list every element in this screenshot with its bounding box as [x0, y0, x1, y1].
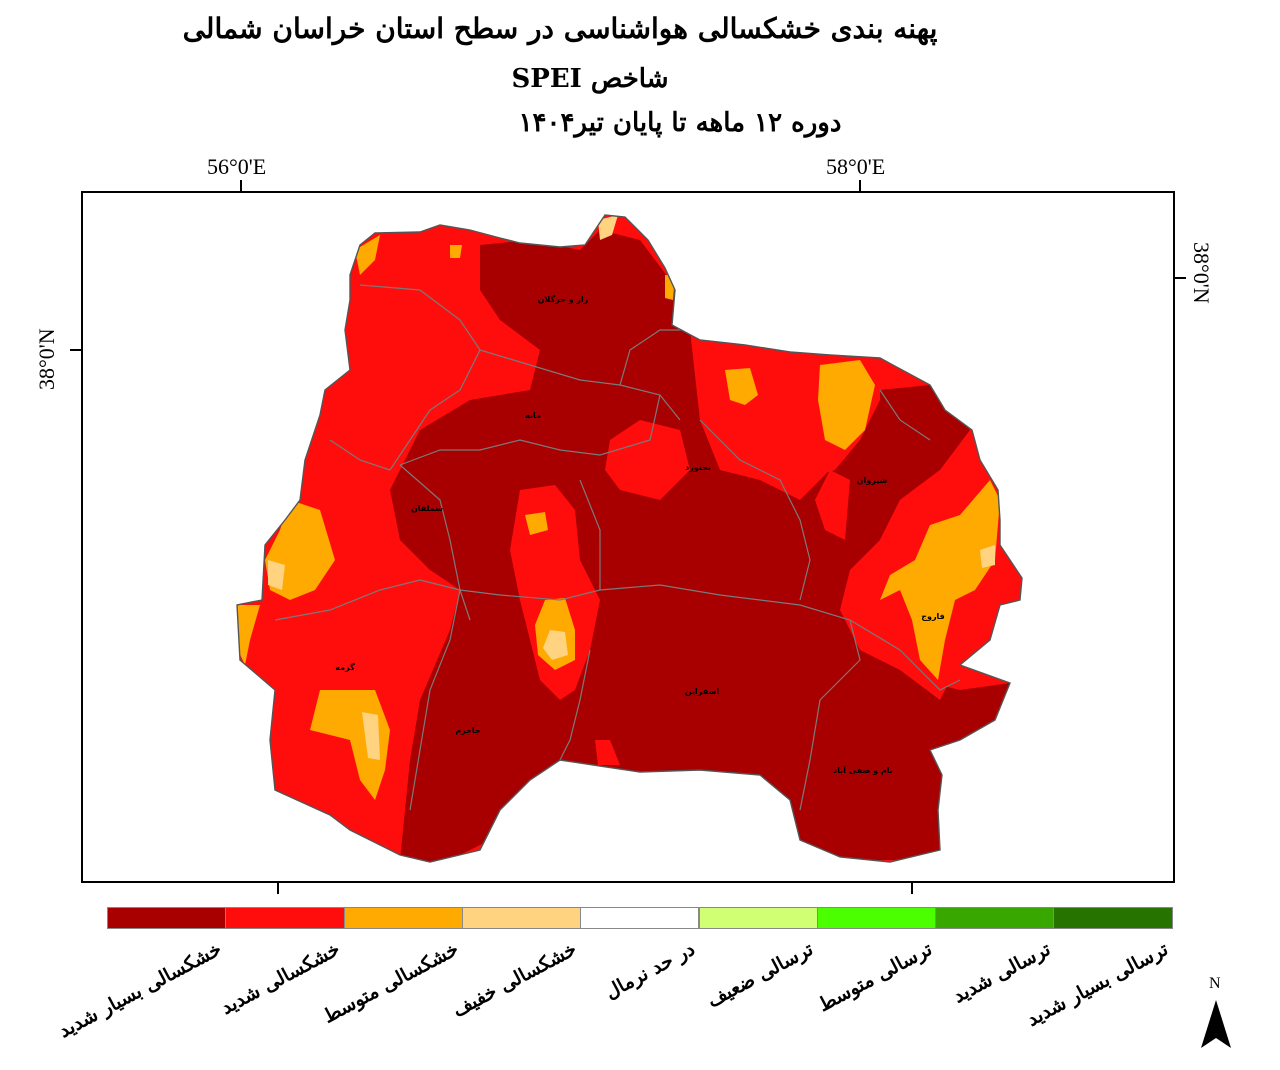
zone-severe-center	[510, 485, 600, 700]
zone-mild-east	[980, 545, 995, 568]
zone-mild-center	[543, 630, 568, 660]
legend-swatch	[461, 907, 582, 929]
city-label: بجنورد	[685, 463, 711, 472]
north-arrow-icon	[1201, 1000, 1231, 1048]
zone-mild-garmeh	[362, 712, 380, 760]
legend-swatch	[935, 907, 1055, 929]
map-subtitle-index: شاخص SPEI	[511, 64, 669, 94]
lon-label-56: 56°0'E	[207, 154, 267, 179]
zone-severe-south-small	[595, 740, 620, 765]
zone-moderate-east	[880, 480, 1000, 680]
legend-swatch	[343, 907, 463, 929]
lon-label-58: 58°0'E	[826, 154, 886, 179]
legend-swatch	[816, 907, 937, 929]
zone-mild-north-tip	[598, 215, 618, 240]
zone-severe-shirvan-south	[815, 470, 850, 540]
city-label: بام و صفی آباد	[833, 765, 893, 775]
legend-swatch	[580, 907, 700, 929]
city-label: شیروان	[857, 476, 888, 485]
city-label: مانه	[525, 411, 541, 420]
zone-moderate-ne	[818, 360, 875, 450]
zone-moderate-small	[525, 512, 548, 535]
city-label: گرمه	[335, 662, 355, 672]
city-label: اسفراین	[685, 687, 720, 696]
zone-moderate-north-tip	[355, 235, 380, 275]
zone-moderate-far-west	[237, 605, 260, 665]
city-label: سملقان	[411, 504, 443, 513]
city-label: فاروج	[921, 612, 945, 621]
zone-moderate-ne-small	[725, 368, 758, 405]
map-title: پهنه بندی خشکسالی هواشناسی در سطح استان …	[182, 12, 938, 45]
legend-swatch	[225, 907, 345, 929]
zone-severe-bojnurd	[605, 420, 690, 500]
legend-swatch	[1053, 907, 1173, 929]
zone-moderate-north-small	[450, 245, 462, 258]
zone-very-severe-main	[390, 230, 1010, 862]
north-label: N	[1209, 975, 1221, 992]
county-boundaries	[274, 284, 961, 811]
map-subtitle-period: دوره ۱۲ ماهه تا پایان تیر۱۴۰۴	[518, 108, 842, 138]
zone-mild-west	[268, 560, 285, 590]
legend-swatch	[107, 907, 227, 929]
city-label: راز و جرگلان	[538, 294, 589, 304]
legend-swatch	[698, 907, 818, 929]
city-label: جاجرم	[455, 726, 481, 735]
